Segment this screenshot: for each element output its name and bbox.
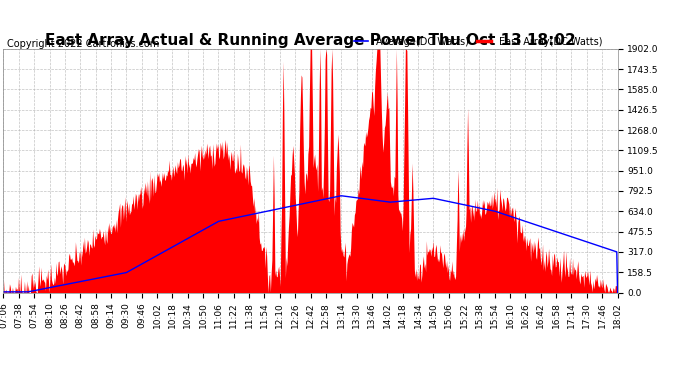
- Text: Copyright 2022 Cartronics.com: Copyright 2022 Cartronics.com: [7, 39, 159, 50]
- Title: East Array Actual & Running Average Power Thu Oct 13 18:02: East Array Actual & Running Average Powe…: [45, 33, 576, 48]
- Legend: Average(DC Watts), East Array(DC Watts): Average(DC Watts), East Array(DC Watts): [350, 33, 607, 51]
